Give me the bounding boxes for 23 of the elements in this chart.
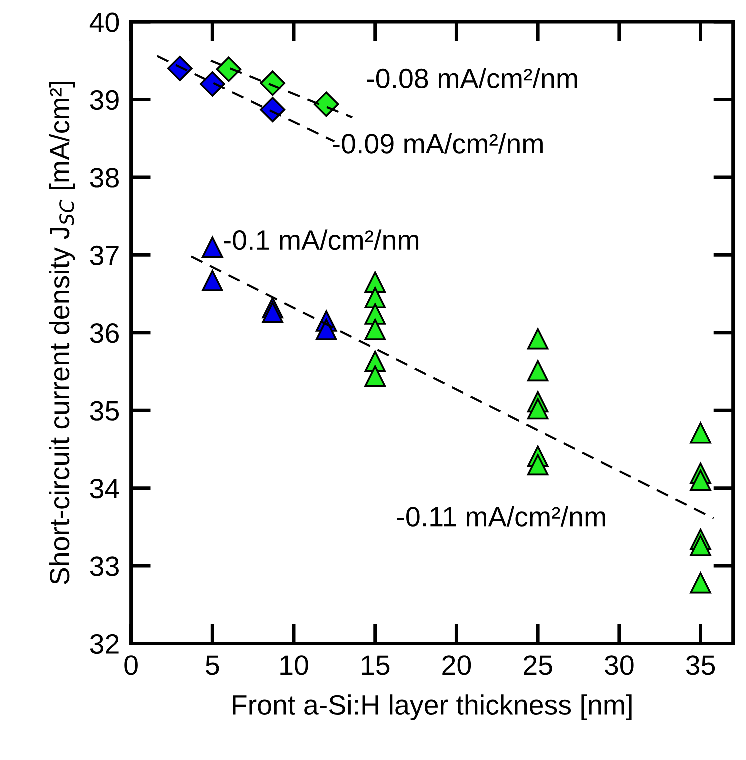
x-tick-label: 15 [362, 656, 390, 676]
x-tick-label: 35 [686, 656, 716, 676]
y-tick-label: 34 [90, 478, 120, 499]
x-tick-label: 25 [524, 656, 552, 676]
annotation: -0.09 mA/cm²/nm [333, 133, 543, 154]
y-tick-label: 38 [90, 168, 119, 188]
annotation: -0.08 mA/cm²/nm [367, 68, 578, 89]
y-tick-label: 35 [90, 401, 120, 421]
y-tick-label: 39 [90, 90, 119, 110]
y-tick-label: 36 [90, 324, 119, 344]
x-tick-label: 20 [442, 656, 472, 676]
y-tick-label: 37 [90, 246, 119, 266]
x-tick-label: 30 [605, 656, 634, 676]
x-tick-label: 10 [280, 656, 308, 676]
x-tick-label: 0 [124, 656, 138, 676]
annotation: -0.1 mA/cm²/nm [224, 230, 419, 250]
y-tick-label: 33 [90, 556, 119, 576]
x-tick-label: 5 [206, 656, 220, 676]
x-axis-title: Front a-Si:H layer thickness [nm] [233, 694, 632, 721]
y-axis-title: Short-circuit current density J$_{SC}$ [mA/cm²] [49, 82, 76, 584]
y-tick-label: 40 [90, 12, 120, 32]
annotation: -0.11 mA/cm²/nm [397, 506, 606, 527]
y-tick-label: 32 [90, 634, 119, 654]
